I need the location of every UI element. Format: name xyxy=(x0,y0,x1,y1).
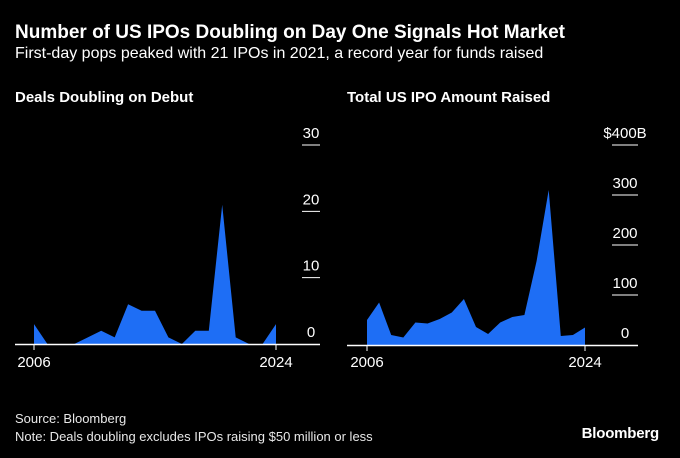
x-tick-label: 2006 xyxy=(17,354,50,371)
y-tick-label: 300 xyxy=(612,175,637,192)
source-note: Source: Bloomberg xyxy=(15,411,127,426)
x-tick-label: 2024 xyxy=(259,354,292,371)
amount-panel-title: Total US IPO Amount Raised xyxy=(347,89,551,106)
x-tick-label: 2024 xyxy=(568,354,601,371)
data-area xyxy=(34,204,276,344)
ipo-amount-chart: 0 100 200 300 $400B 2006 2024 xyxy=(347,125,647,371)
footnote: Note: Deals doubling excludes IPOs raisi… xyxy=(15,429,373,444)
chart-subtitle: First-day pops peaked with 21 IPOs in 20… xyxy=(15,45,544,62)
data-area xyxy=(367,190,585,345)
deals-panel-title: Deals Doubling on Debut xyxy=(15,89,194,106)
y-tick-label: 0 xyxy=(621,325,629,342)
y-tick-label: 20 xyxy=(303,191,320,208)
y-tick-label: 100 xyxy=(612,275,637,292)
x-tick-label: 2006 xyxy=(350,354,383,371)
y-tick-label: 0 xyxy=(307,324,315,341)
y-tick-label: 10 xyxy=(303,258,320,275)
y-tick-label: 200 xyxy=(612,225,637,242)
deals-doubling-chart: 0 10 20 30 2006 2024 xyxy=(15,125,320,371)
y-tick-label: 30 xyxy=(303,125,320,142)
bloomberg-logo: Bloomberg xyxy=(581,425,660,442)
chart-title: Number of US IPOs Doubling on Day One Si… xyxy=(15,22,566,43)
y-tick-label: $400B xyxy=(603,125,646,142)
